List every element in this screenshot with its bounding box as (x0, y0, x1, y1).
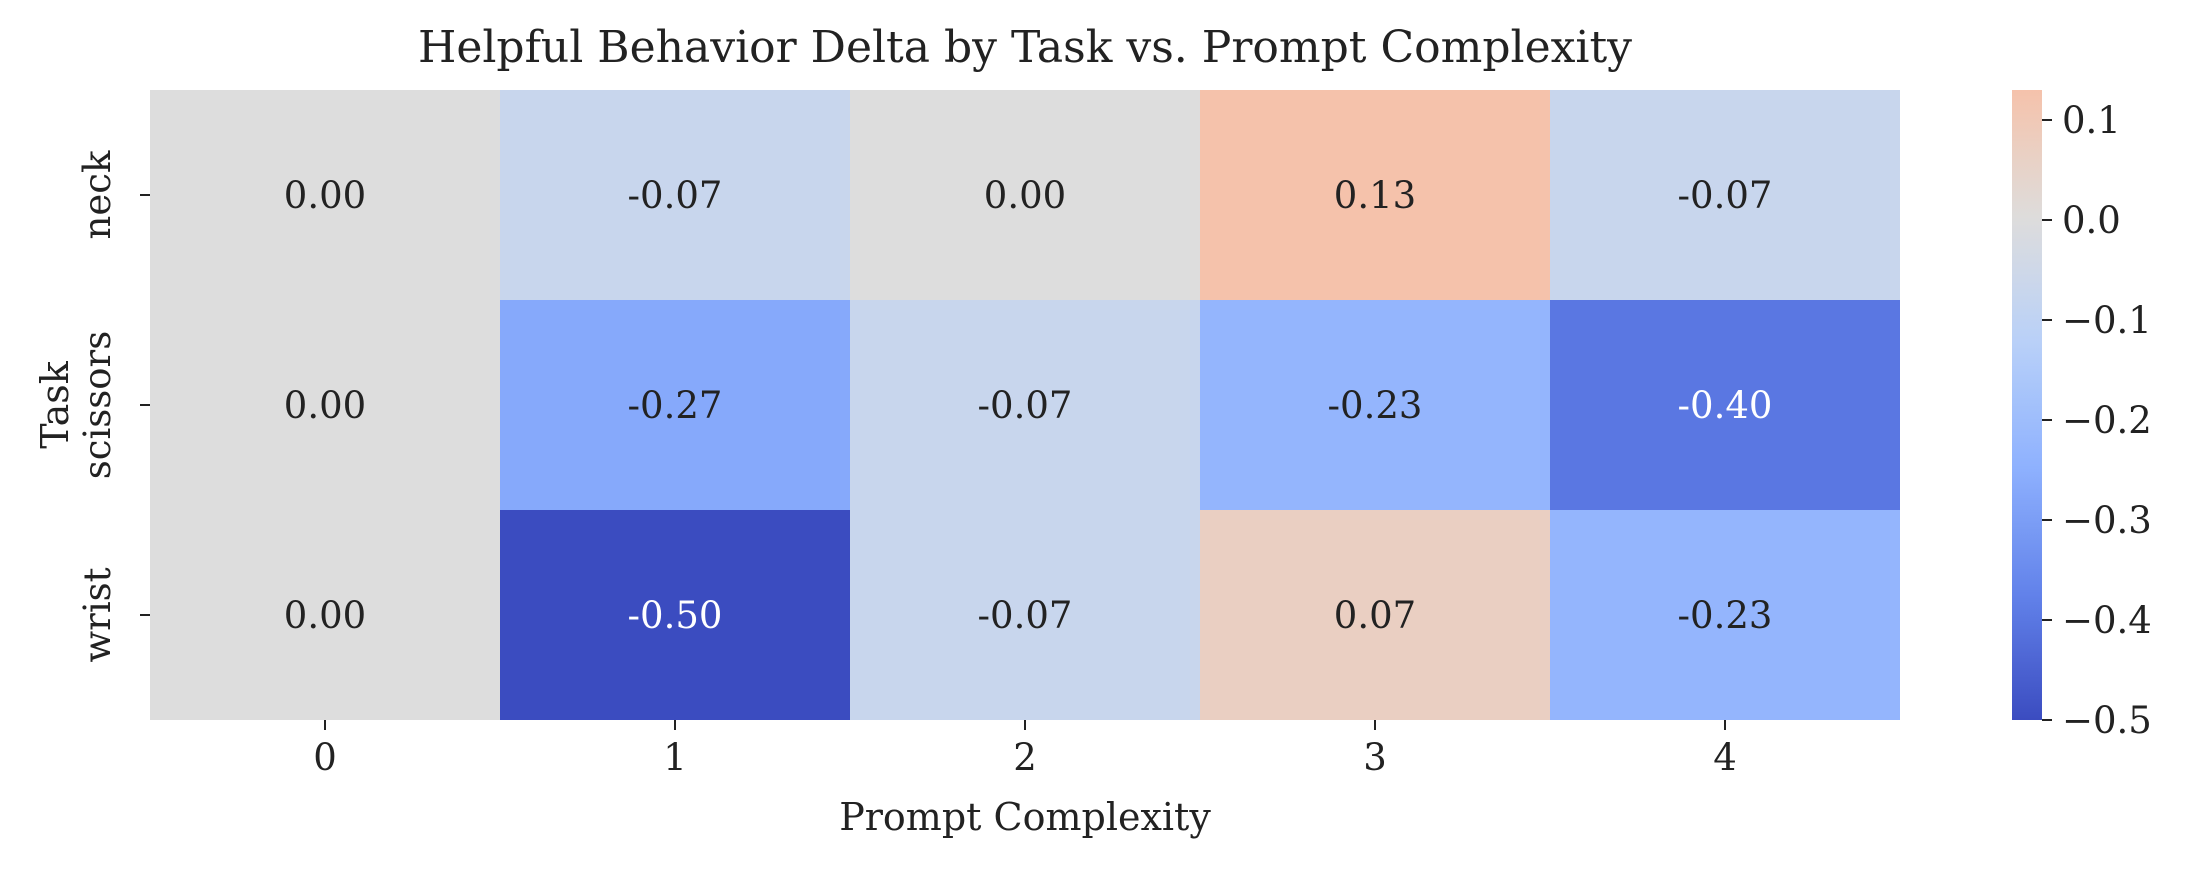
cell-value-label: -0.40 (1678, 384, 1773, 427)
heatmap-cell (850, 90, 1200, 300)
y-tick-label: wrist (76, 567, 119, 662)
heatmap-cell (500, 90, 850, 300)
colorbar-tick-label: 0.0 (2062, 199, 2121, 242)
colorbar-tick-label: −0.5 (2062, 699, 2152, 742)
x-tick-label: 0 (313, 736, 337, 779)
heatmap-cell (1550, 300, 1900, 510)
heatmap-cell (500, 510, 850, 720)
y-axis-label: Task (33, 360, 77, 449)
heatmap-cell (850, 510, 1200, 720)
heatmap-cell (500, 300, 850, 510)
cell-value-label: 0.00 (284, 174, 366, 217)
y-axis: neck scissors wrist (76, 150, 150, 663)
cell-value-label: 0.00 (284, 594, 366, 637)
cell-value-label: -0.07 (628, 174, 723, 217)
heatmap-cell (150, 90, 500, 300)
x-tick-label: 1 (663, 736, 687, 779)
heatmap-cell (1550, 510, 1900, 720)
colorbar-tick-label: −0.2 (2062, 399, 2152, 442)
cell-value-label: -0.50 (628, 594, 723, 637)
heatmap-cell (850, 300, 1200, 510)
colorbar-tick-label: −0.3 (2062, 499, 2152, 542)
heatmap-cell (1550, 90, 1900, 300)
colorbar-tick-label: 0.1 (2062, 99, 2121, 142)
cell-value-label: -0.07 (1678, 174, 1773, 217)
cell-value-label: 0.00 (984, 174, 1066, 217)
y-tick-label: scissors (76, 331, 119, 479)
heatmap-cell (1200, 300, 1550, 510)
colorbar-tick-label: −0.1 (2062, 299, 2152, 342)
cell-value-label: -0.23 (1678, 594, 1773, 637)
heatmap-cell (150, 300, 500, 510)
heatmap-cell (150, 510, 500, 720)
heatmap-cells: 0.00 -0.07 0.00 0.13 -0.07 0.00 -0.27 -0.07 -0.2… (150, 90, 1900, 720)
cell-value-label: -0.23 (1328, 384, 1423, 427)
colorbar-gradient (2012, 90, 2042, 720)
y-tick-label: neck (76, 150, 119, 239)
cell-value-label: -0.07 (978, 384, 1073, 427)
heatmap-cell (1200, 510, 1550, 720)
cell-value-label: 0.13 (1334, 174, 1416, 217)
chart-title: Helpful Behavior Delta by Task vs. Promp… (418, 22, 1632, 73)
colorbar-tick-label: −0.4 (2062, 599, 2152, 642)
cell-value-label: 0.00 (284, 384, 366, 427)
x-axis: 0 1 2 3 4 (313, 720, 1737, 779)
x-tick-label: 3 (1363, 736, 1387, 779)
cell-value-label: -0.07 (978, 594, 1073, 637)
colorbar: 0.1 0.0 −0.1 −0.2 −0.3 −0.4 −0.5 (2012, 90, 2152, 742)
heatmap-cell (1200, 90, 1550, 300)
x-axis-label: Prompt Complexity (839, 795, 1211, 839)
x-tick-label: 4 (1713, 736, 1737, 779)
cell-value-label: 0.07 (1334, 594, 1416, 637)
x-tick-label: 2 (1013, 736, 1037, 779)
cell-value-label: -0.27 (628, 384, 723, 427)
